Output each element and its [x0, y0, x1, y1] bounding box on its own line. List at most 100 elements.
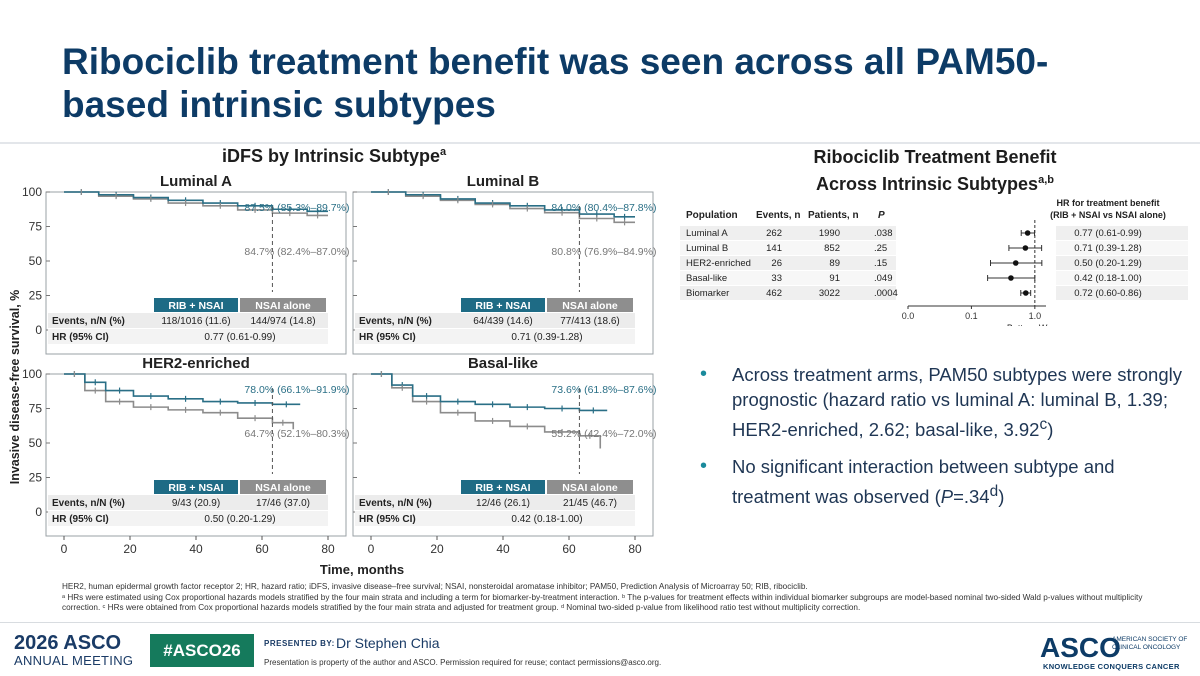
disclaimer: Presentation is property of the author a…: [264, 658, 662, 667]
hr-row-label: HR (95% CI): [359, 332, 416, 343]
finding-2-p: P: [940, 486, 954, 508]
events-row-bg: [48, 495, 328, 510]
forest-point: [1012, 260, 1019, 266]
forest-title-line1: Ribociclib Treatment Benefit: [813, 147, 1057, 167]
y-tick-label: 100: [22, 185, 42, 199]
y-tick-label: 75: [29, 402, 43, 416]
finding-1-text: Across treatment arms, PAM50 subtypes we…: [732, 364, 1182, 441]
forest-better-label: Better: [1007, 323, 1031, 326]
nsai-landmark-label: 55.2% (42.4%–72.0%): [551, 428, 656, 440]
col-header-hr-2: (RIB + NSAI vs NSAI alone): [1050, 210, 1166, 220]
forest-x-tick-label: 1.0: [1029, 311, 1042, 321]
forest-point: [1024, 230, 1031, 236]
hashtag-badge: #ASCO26: [150, 634, 254, 667]
panel-title: Luminal A: [160, 173, 232, 190]
forest-row-bg: [680, 241, 896, 255]
finding-2: • No significant interaction between subt…: [700, 454, 1190, 509]
finding-1-sup: c: [1039, 416, 1048, 433]
x-tick-label: 80: [321, 542, 335, 556]
hr-row-label: HR (95% CI): [359, 514, 416, 525]
y-tick-label: 0: [35, 323, 42, 337]
panel-title: Basal-like: [468, 355, 538, 372]
nsai-arm-label: NSAI alone: [562, 300, 618, 312]
hr-row-bg: [355, 511, 635, 526]
hr-row-bg: [48, 329, 328, 344]
forest-patients: 852: [824, 243, 840, 254]
forest-x-tick-label: 0.0: [902, 311, 915, 321]
events-row-label: Events, n/N (%): [52, 316, 125, 327]
y-tick-label: 75: [29, 220, 43, 234]
asco-tagline: KNOWLEDGE CONQUERS CANCER: [1043, 662, 1180, 671]
forest-p: .15: [874, 258, 887, 269]
forest-hr-text: 0.71 (0.39-1.28): [1074, 243, 1142, 254]
hr-value: 0.77 (0.61-0.99): [204, 332, 275, 343]
panel-title: Luminal B: [467, 173, 540, 190]
km-plots: Luminal A 0 25 50 75 100 87.5% (85.3%–89.7%) 84…: [22, 173, 657, 577]
km-heading: iDFS by Intrinsic Subtypea: [222, 146, 446, 167]
x-tick-label: 60: [562, 542, 576, 556]
forest-x-tick-label: 0.1: [965, 311, 978, 321]
forest-population: HER2-enriched: [686, 258, 751, 269]
forest-worse-label: Worse: [1039, 323, 1065, 326]
title-divider: [0, 142, 1200, 144]
km-panel-2: HER2-enriched 0 25 50 75 100 78.0% (66.1%–91.9…: [22, 355, 350, 556]
footnotes: HER2, human epidermal growth factor rece…: [62, 582, 1162, 614]
nsai-arm-label: NSAI alone: [562, 482, 618, 494]
key-findings: • Across treatment arms, PAM50 subtypes w…: [700, 362, 1190, 521]
rib-arm-box: [154, 480, 238, 494]
y-tick-label: 50: [29, 254, 43, 268]
rib-landmark-label: 73.6% (61.8%–87.6%): [551, 384, 656, 396]
forest-title: Ribociclib Treatment Benefit Across Intr…: [770, 146, 1100, 196]
forest-p: .049: [874, 273, 893, 284]
events-row-label: Events, n/N (%): [359, 316, 432, 327]
x-tick-label: 60: [255, 542, 269, 556]
rib-landmark-label: 87.5% (85.3%–89.7%): [244, 202, 349, 214]
bullet-dot: •: [700, 363, 708, 385]
forest-population: Biomarker: [686, 288, 729, 299]
forest-events: 141: [766, 243, 782, 254]
forest-events: 33: [771, 273, 782, 284]
nsai-arm-label: NSAI alone: [255, 482, 311, 494]
events-row-bg: [355, 495, 635, 510]
rib-arm-box: [461, 298, 545, 312]
rib-arm-box: [461, 480, 545, 494]
nsai-landmark-label: 84.7% (82.4%–87.0%): [244, 246, 349, 258]
rib-arm-box: [154, 298, 238, 312]
col-header-events: Events, n: [756, 210, 800, 221]
forest-population: Basal-like: [686, 273, 727, 284]
forest-point: [1008, 275, 1014, 281]
nsai-arm-box: [547, 480, 633, 494]
finding-1: • Across treatment arms, PAM50 subtypes w…: [700, 362, 1190, 442]
x-tick-label: 0: [368, 542, 375, 556]
finding-2-tail: ): [998, 486, 1005, 508]
forest-hr-bg: [1056, 256, 1188, 270]
y-tick-label: 100: [22, 367, 42, 381]
forest-row-bg: [680, 226, 896, 240]
y-tick-label: 25: [29, 289, 43, 303]
events-row-bg: [355, 313, 635, 328]
forest-plot: Population Events, n Patients, n P HR for tr…: [680, 198, 1188, 326]
rib-arm-label: RIB + NSAI: [475, 300, 530, 312]
nsai-arm-label: NSAI alone: [255, 300, 311, 312]
forest-hr-bg: [1056, 271, 1188, 285]
rib-arm-label: RIB + NSAI: [475, 482, 530, 494]
col-header-p: P: [878, 210, 885, 221]
forest-title-line2: Across Intrinsic Subtypes: [816, 174, 1039, 194]
presented-by-label: PRESENTED BY:: [264, 639, 335, 648]
rib-events: 9/43 (20.9): [172, 498, 220, 509]
forest-p: .038: [874, 228, 893, 239]
hr-row-bg: [355, 329, 635, 344]
forest-events: 462: [766, 288, 782, 299]
forest-patients: 3022: [819, 288, 840, 299]
finding-1-tail: ): [1047, 419, 1054, 441]
forest-point: [1022, 290, 1029, 296]
forest-p: .0004: [874, 288, 898, 299]
y-tick-label: 0: [35, 505, 42, 519]
km-panel-0: Luminal A 0 25 50 75 100 87.5% (85.3%–89.7%) 84…: [22, 173, 349, 355]
col-header-patients: Patients, n: [808, 210, 859, 221]
events-row-label: Events, n/N (%): [52, 498, 125, 509]
forest-p: .25: [874, 243, 887, 254]
finding-2-text: No significant interaction between subty…: [732, 456, 1115, 508]
panel-title: HER2-enriched: [142, 355, 250, 372]
asco-meeting-label: ANNUAL MEETING: [14, 653, 134, 668]
